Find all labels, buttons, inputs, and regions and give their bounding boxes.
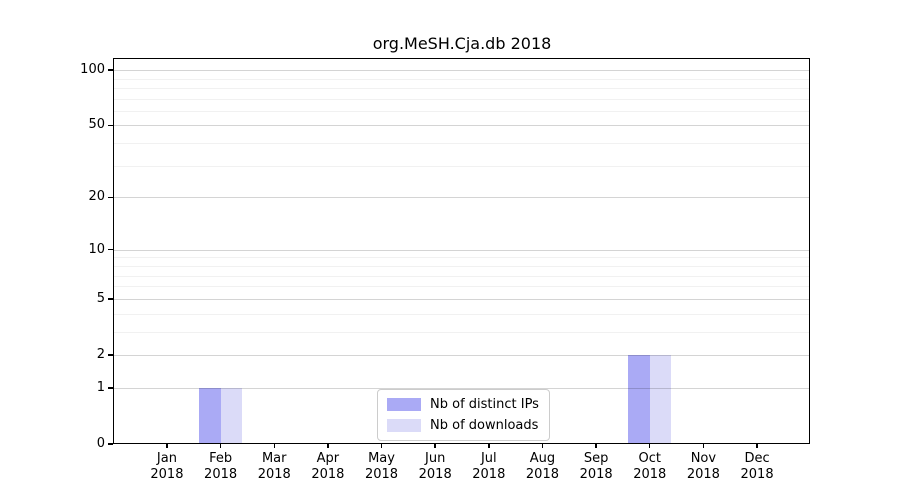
x-tick-label-jun: Jun 2018 [418,451,452,482]
y-tick-mark-20 [108,196,113,199]
major-gridline-50 [114,125,810,127]
minor-gridline-80 [114,87,810,89]
x-tick-mark-sep [595,443,597,448]
y-tick-mark-100 [108,69,113,71]
y-tick-label-50: 50 [88,117,105,133]
x-tick-label-dec: Dec 2018 [740,451,774,482]
legend-item-distinct-ips: Nb of distinct IPs [387,396,539,413]
y-tick-mark-2 [108,354,113,356]
minor-gridline-8 [114,265,810,267]
y-tick-label-1: 1 [96,379,105,395]
x-tick-label-aug: Aug 2018 [525,451,559,482]
y-tick-label-2: 2 [96,346,105,362]
x-tick-label-mar: Mar 2018 [257,451,291,482]
minor-gridline-40 [114,143,810,145]
x-tick-mark-jan [166,443,168,448]
x-tick-label-apr: Apr 2018 [311,451,345,482]
major-gridline-2 [114,354,810,356]
y-tick-mark-0 [108,443,113,445]
minor-gridline-9 [114,257,810,259]
y-tick-label-10: 10 [88,241,105,257]
x-tick-label-nov: Nov 2018 [686,451,720,482]
x-tick-label-feb: Feb 2018 [204,451,238,482]
major-gridline-10 [114,249,810,251]
minor-gridline-4 [114,313,810,315]
legend-swatch-downloads-icon [387,419,421,432]
minor-gridline-30 [114,165,810,167]
bar-feb-downloads [220,387,243,444]
minor-gridline-70 [114,98,810,100]
legend-label-downloads: Nb of downloads [430,418,539,433]
x-tick-mark-jul [488,443,490,448]
minor-gridline-90 [114,78,810,80]
x-tick-label-jan: Jan 2018 [150,451,184,482]
major-gridline-1 [114,387,810,389]
x-tick-mark-jun [434,443,436,448]
bar-oct-downloads [649,354,672,444]
y-tick-label-0: 0 [96,436,105,451]
major-gridline-20 [114,197,810,199]
major-gridline-100 [114,70,810,72]
y-tick-mark-1 [108,387,113,389]
minor-gridline-60 [114,110,810,112]
legend: Nb of distinct IPs Nb of downloads [377,389,550,441]
legend-item-downloads: Nb of downloads [387,417,539,434]
bar-oct-distinct-ips [628,354,650,444]
y-tick-label-5: 5 [96,290,105,306]
x-tick-label-may: May 2018 [364,451,399,482]
plot-area [114,59,810,444]
x-tick-mark-feb [219,443,222,448]
y-tick-mark-5 [108,298,113,300]
bar-feb-distinct-ips [199,387,221,444]
y-tick-mark-50 [108,124,113,127]
x-tick-mark-nov [702,443,705,448]
legend-swatch-distinct-ips-icon [387,398,421,411]
major-gridline-5 [114,298,810,300]
minor-gridline-7 [114,275,810,277]
y-tick-label-100: 100 [80,62,105,78]
legend-label-distinct-ips: Nb of distinct IPs [430,397,539,412]
y-tick-mark-10 [108,249,113,251]
x-tick-label-jul: Jul 2018 [472,451,506,482]
minor-gridline-6 [114,286,810,288]
x-tick-label-sep: Sep 2018 [579,451,613,482]
x-tick-mark-aug [541,443,544,448]
x-tick-mark-apr [327,443,329,448]
minor-gridline-3 [114,331,810,333]
x-tick-mark-may [380,443,383,448]
chart-title: org.MeSH.Cja.db 2018 [372,34,552,53]
x-tick-mark-mar [273,443,275,448]
x-tick-mark-dec [756,443,758,448]
x-tick-label-oct: Oct 2018 [633,451,667,482]
y-tick-label-20: 20 [88,189,105,205]
x-tick-mark-oct [649,443,651,448]
